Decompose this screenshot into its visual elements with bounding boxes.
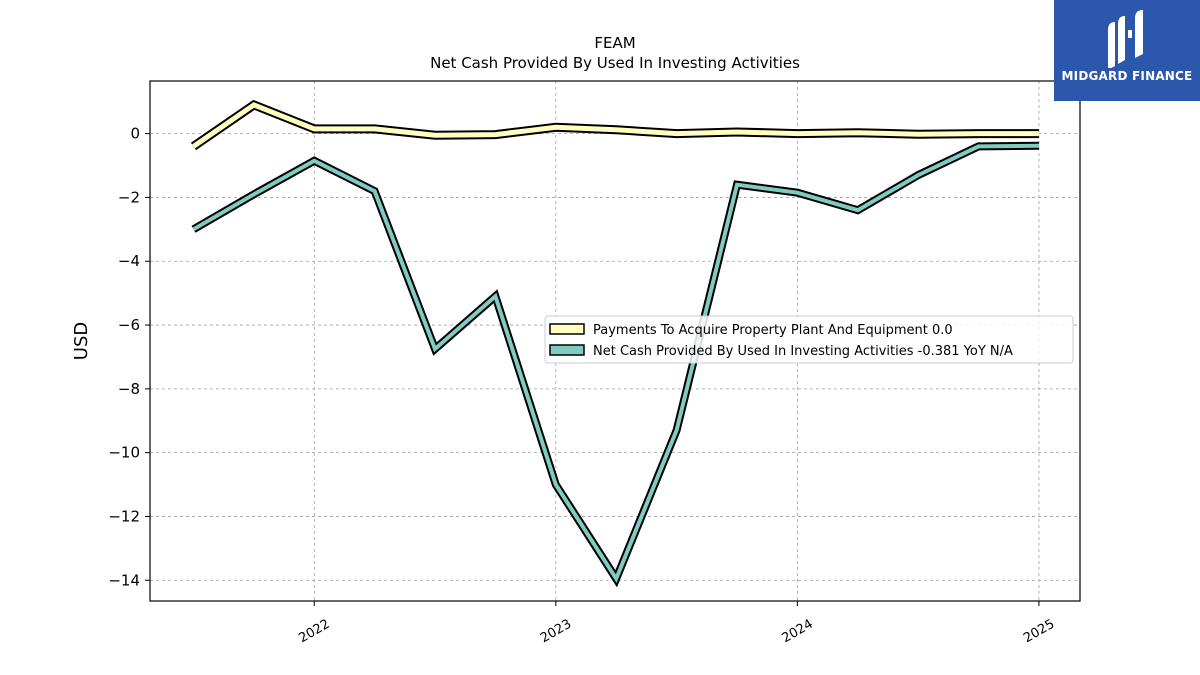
series-line: [192, 143, 1039, 584]
x-tick-label: 2023: [538, 617, 574, 647]
series-layer: [190, 99, 1039, 588]
x-tick-label: 2025: [1021, 617, 1057, 647]
y-tick-label: −14: [108, 571, 140, 589]
y-tick-label: −8: [118, 380, 140, 398]
series-line-outline: [190, 99, 1039, 151]
legend-swatch: [549, 344, 585, 356]
legend-swatch: [549, 323, 585, 335]
series-line: [192, 102, 1039, 149]
brand-name: MIDGARD FINANCE: [1061, 69, 1193, 83]
y-tick-label: −6: [118, 316, 140, 334]
chart-title: FEAM: [594, 34, 635, 52]
y-tick-label: 0: [130, 125, 140, 143]
legend: Payments To Acquire Property Plant And E…: [544, 315, 1074, 364]
y-tick-label: −10: [108, 444, 140, 462]
legend-label: Net Cash Provided By Used In Investing A…: [593, 344, 1013, 359]
y-tick-label: −12: [108, 507, 140, 525]
legend-box: [544, 315, 1074, 364]
plot-frame: [149, 80, 1081, 602]
brand-logo: MIDGARD FINANCE: [1054, 0, 1200, 101]
x-tick-label: 2022: [296, 617, 332, 647]
y-tick-label: −2: [118, 188, 140, 206]
y-axis-label: USD: [71, 322, 92, 360]
chart-subtitle: Net Cash Provided By Used In Investing A…: [430, 54, 800, 72]
x-tick-label: 2024: [780, 617, 816, 647]
y-tick-label: −4: [118, 252, 140, 270]
midgard-m-logo-icon: [1108, 10, 1143, 68]
axis-ticks: 0 −2 −4 −6 −8 −10 −12 −14 2022 2023 2024 2025: [108, 125, 1057, 647]
legend-label: Payments To Acquire Property Plant And E…: [593, 323, 953, 338]
